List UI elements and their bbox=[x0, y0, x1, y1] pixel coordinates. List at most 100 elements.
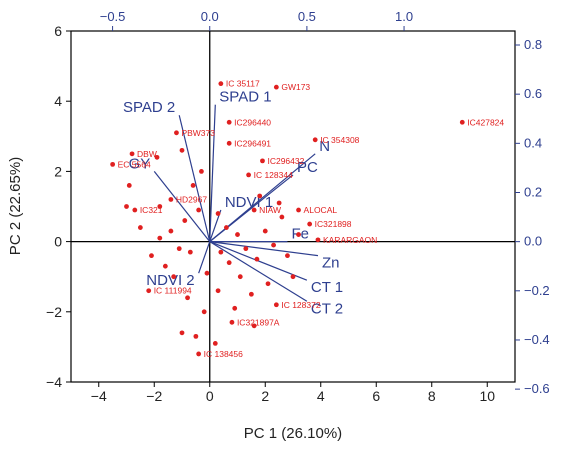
genotype-point bbox=[154, 154, 160, 160]
genotype-point bbox=[124, 204, 129, 209]
point-label: GW173 bbox=[281, 82, 310, 92]
x-axis-title: PC 1 (26.10%) bbox=[244, 425, 342, 442]
genotype-point bbox=[212, 340, 218, 346]
genotype-point bbox=[157, 204, 163, 209]
right-tick-label: 0.0 bbox=[524, 234, 542, 249]
genotype-point bbox=[257, 193, 263, 199]
vector-label: SPAD 2 bbox=[123, 99, 175, 116]
genotype-point bbox=[459, 119, 465, 125]
genotype-point bbox=[251, 207, 257, 213]
top-tick-label: 1.0 bbox=[395, 9, 413, 24]
genotype-point bbox=[129, 151, 135, 157]
genotype-point bbox=[276, 200, 282, 206]
genotype-point bbox=[273, 84, 279, 90]
genotype-point bbox=[199, 169, 204, 174]
vector-label: N bbox=[319, 138, 330, 155]
point-label: IC296491 bbox=[234, 138, 271, 148]
genotype-point bbox=[132, 207, 138, 213]
vector-label: NDVI 1 bbox=[225, 194, 273, 211]
point-label: KARARGAON bbox=[323, 235, 377, 245]
genotype-point bbox=[146, 288, 152, 294]
genotype-point bbox=[296, 232, 301, 237]
genotype-point bbox=[226, 119, 232, 125]
vector-label: PC bbox=[297, 159, 318, 176]
genotype-point bbox=[179, 147, 185, 153]
point-label: IC321898 bbox=[315, 219, 352, 229]
genotype-point bbox=[251, 323, 257, 329]
genotype-point bbox=[171, 274, 177, 280]
point-label: IC427824 bbox=[467, 117, 504, 127]
genotype-point bbox=[168, 228, 174, 234]
top-tick-label: −0.5 bbox=[100, 9, 126, 24]
right-tick-label: 0.6 bbox=[524, 86, 542, 101]
top-tick-label: 0.0 bbox=[201, 9, 219, 24]
zero-lines bbox=[71, 31, 515, 382]
genotype-point bbox=[271, 242, 276, 248]
genotype-point bbox=[226, 260, 232, 266]
right-tick-label: 0.8 bbox=[524, 37, 542, 52]
genotype-point bbox=[185, 295, 190, 301]
x-tick-label: 8 bbox=[428, 388, 436, 404]
vector-label: CT 1 bbox=[311, 279, 343, 296]
genotype-point bbox=[204, 270, 210, 276]
genotype-point bbox=[243, 246, 249, 252]
genotype-point bbox=[248, 291, 254, 297]
genotype-point bbox=[265, 281, 271, 287]
genotype-point bbox=[273, 302, 279, 308]
genotype-point bbox=[157, 235, 163, 241]
genotype-point bbox=[224, 225, 229, 230]
genotype-point bbox=[187, 249, 193, 255]
y-tick-label: 4 bbox=[54, 93, 62, 109]
genotype-point bbox=[315, 237, 321, 243]
axis-ticks: −4 −2 0 2 4 6 8 10 −4 −2 0 2 4 6 −0.5 0.0 0.5 1.0 −0.6 −0.4… bbox=[46, 0, 550, 404]
loading-vector bbox=[209, 104, 216, 242]
right-tick-label: 0.2 bbox=[524, 184, 542, 199]
genotype-point bbox=[296, 207, 301, 213]
genotype-point bbox=[246, 172, 252, 178]
genotype-point bbox=[262, 228, 268, 234]
genotype-point bbox=[218, 249, 224, 255]
vector-label: GY bbox=[129, 155, 151, 172]
loading-vector bbox=[153, 171, 211, 242]
point-label: IC321 bbox=[140, 205, 163, 215]
genotype-point bbox=[218, 81, 224, 87]
genotype-point bbox=[162, 263, 168, 269]
genotype-point bbox=[312, 137, 318, 143]
loading-vector bbox=[209, 241, 319, 257]
point-label: IC 128372 bbox=[281, 300, 320, 310]
vector-label: CT 2 bbox=[311, 300, 343, 317]
genotype-point bbox=[126, 183, 132, 188]
point-label: PBW373 bbox=[181, 128, 215, 138]
point-label: IC296432 bbox=[267, 156, 304, 166]
genotype-point bbox=[285, 253, 290, 259]
genotype-point bbox=[215, 288, 221, 294]
genotype-point bbox=[279, 214, 285, 220]
loading-vector bbox=[198, 241, 211, 274]
point-label: NIAW bbox=[259, 205, 281, 215]
y-tick-label: 0 bbox=[54, 234, 62, 250]
genotype-point bbox=[110, 161, 116, 167]
genotype-point bbox=[215, 211, 221, 216]
right-tick-label: −0.4 bbox=[524, 332, 550, 347]
point-label: IC 111994 bbox=[154, 286, 192, 296]
genotype-point bbox=[229, 319, 235, 325]
point-label: DBW bbox=[137, 149, 157, 159]
right-tick-label: 1.0 bbox=[524, 0, 542, 3]
point-label: IC296440 bbox=[234, 117, 271, 127]
genotype-point bbox=[290, 274, 296, 280]
point-label: ALOCAL bbox=[304, 205, 338, 215]
right-tick-label: −0.2 bbox=[524, 283, 550, 298]
plot-frame bbox=[70, 30, 516, 383]
loading-vector bbox=[209, 174, 294, 243]
vector-label: Zn bbox=[322, 255, 340, 272]
y-tick-label: 6 bbox=[54, 23, 62, 39]
loading-vector bbox=[178, 115, 211, 242]
x-tick-label: 10 bbox=[479, 388, 495, 404]
point-label: IC 35117 bbox=[226, 79, 260, 89]
x-tick-label: 2 bbox=[261, 388, 269, 404]
genotype-point bbox=[201, 309, 207, 315]
y-axis-title: PC 2 (22.65%) bbox=[7, 157, 24, 255]
genotype-point bbox=[196, 207, 202, 213]
genotype-point bbox=[235, 232, 240, 237]
loading-vector bbox=[209, 241, 308, 302]
